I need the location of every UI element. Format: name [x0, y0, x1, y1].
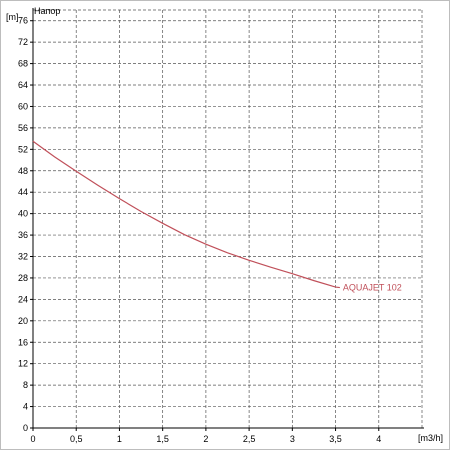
series-line [32, 140, 340, 289]
y-tick-label: 44 [18, 187, 28, 197]
y-tick-label: 68 [18, 59, 28, 69]
y-tick-label: 64 [18, 80, 28, 90]
y-tick-label: 20 [18, 316, 28, 326]
y-axis-unit: [m] [6, 12, 19, 22]
y-tick-label: 40 [18, 209, 28, 219]
x-tick-label: 0,5 [70, 434, 83, 444]
x-axis-unit: [m3/h] [418, 433, 443, 443]
y-tick-label: 28 [18, 273, 28, 283]
x-tick-label: 3 [290, 434, 295, 444]
y-tick-label: 72 [18, 37, 28, 47]
y-tick-label: 16 [18, 337, 28, 347]
chart-title: Напор [34, 6, 60, 16]
x-tick-label: 4 [376, 434, 381, 444]
series-label: AQUAJET 102 [343, 283, 402, 293]
x-tick-label: 0 [30, 434, 35, 444]
y-tick-label: 60 [18, 101, 28, 111]
y-tick-label: 24 [18, 294, 28, 304]
y-tick-label: 32 [18, 252, 28, 262]
y-tick-label: 8 [23, 380, 28, 390]
y-tick-label: 0 [23, 423, 28, 433]
x-tick-label: 3,5 [329, 434, 342, 444]
tick-labels: 0 0,5 1 1,5 2 2,5 3 3,5 404812162024283236404448… [18, 16, 381, 444]
y-tick-label: 76 [18, 16, 28, 26]
y-tick-label: 12 [18, 359, 28, 369]
x-tick-label: 1,5 [156, 434, 169, 444]
y-tick-label: 4 [23, 402, 28, 412]
x-tick-label: 2 [203, 434, 208, 444]
series-layer: AQUAJET 102 [32, 140, 402, 293]
y-tick-label: 52 [18, 144, 28, 154]
y-tick-label: 36 [18, 230, 28, 240]
x-tick-label: 2,5 [243, 434, 256, 444]
y-tick-label: 48 [18, 166, 28, 176]
axes [30, 8, 424, 431]
y-tick-label: 56 [18, 123, 28, 133]
x-tick-label: 1 [117, 434, 122, 444]
